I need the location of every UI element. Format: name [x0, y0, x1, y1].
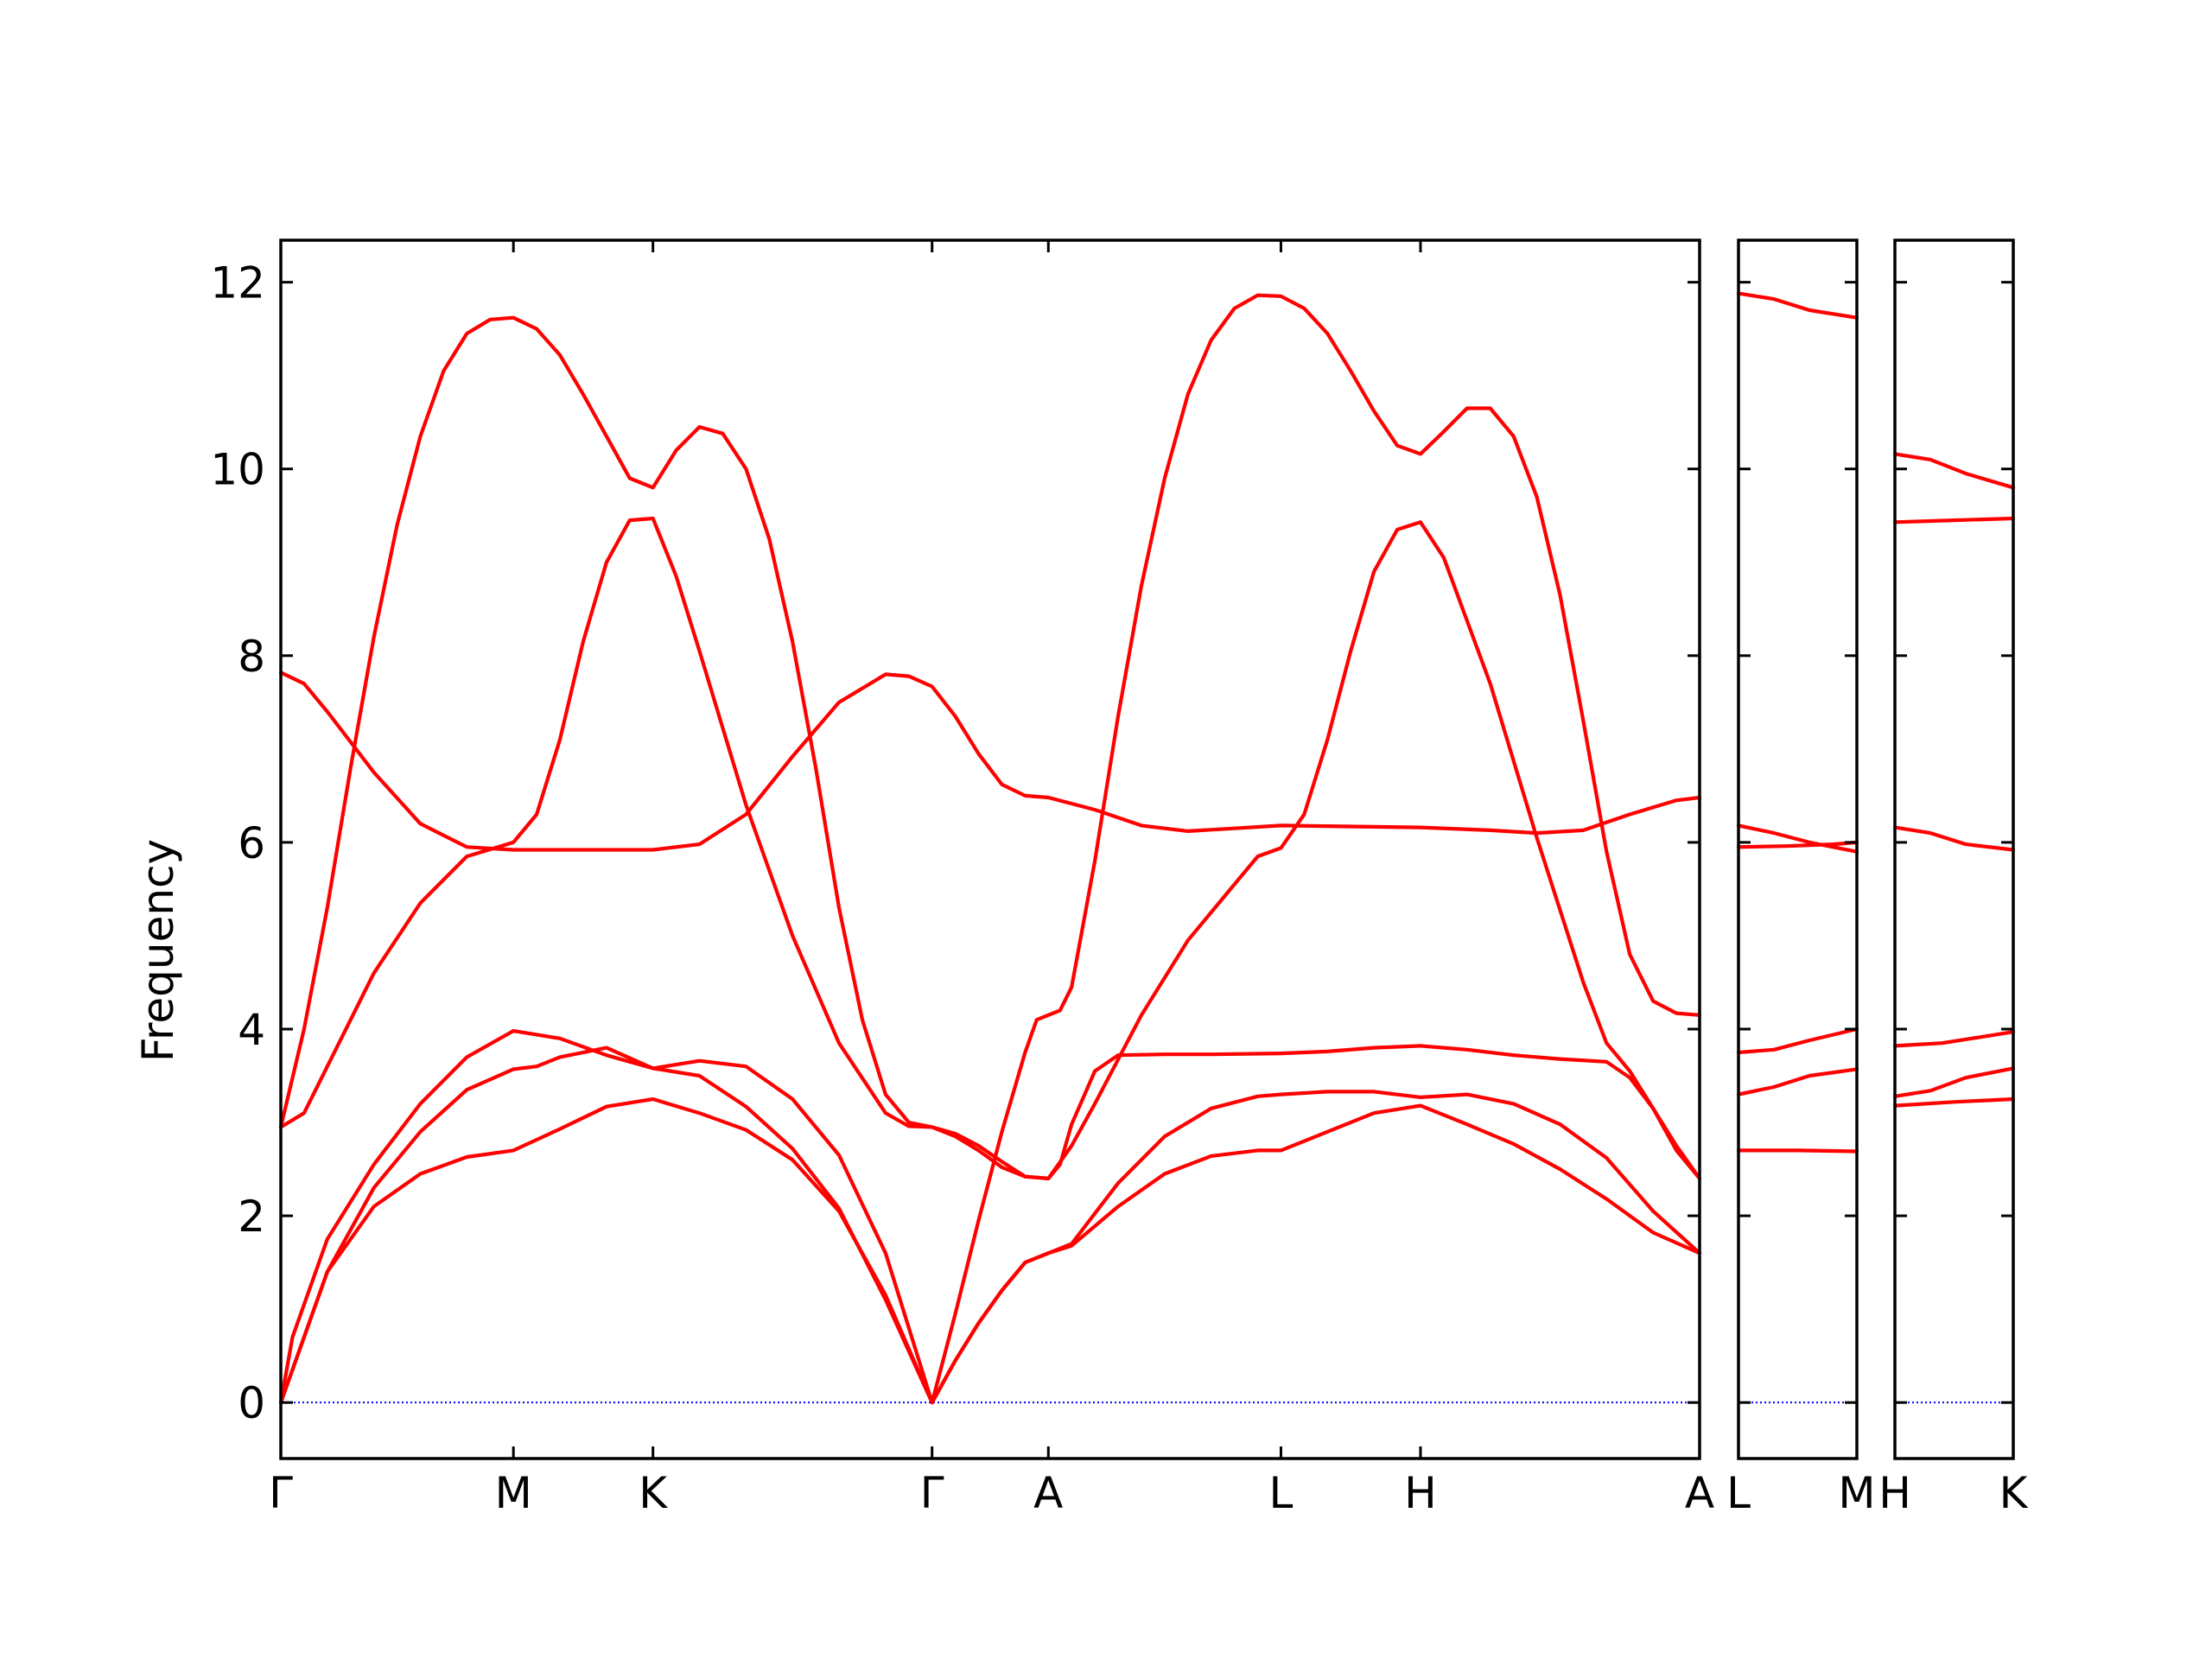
band-6-line	[1892, 452, 2016, 490]
y-tick-label: 4	[238, 1005, 265, 1055]
y-tick-label: 10	[210, 445, 265, 495]
band-4-line	[278, 516, 1702, 1181]
y-tick-label: 8	[238, 632, 265, 682]
band-5-line	[1892, 516, 2016, 524]
band-3-line	[1892, 1030, 2016, 1048]
panel-frame	[1893, 238, 2015, 1460]
x-tick-label: Γ	[269, 1468, 293, 1518]
x-tick-label: H	[1404, 1468, 1437, 1518]
x-tick-label: K	[639, 1468, 668, 1518]
panel-frame	[279, 238, 1701, 1460]
band-3-line	[278, 293, 1702, 1405]
band-4-line	[1736, 840, 1859, 849]
x-tick-label: K	[1999, 1468, 2029, 1518]
x-tick-label: M	[495, 1468, 532, 1518]
y-tick-label: 2	[238, 1192, 265, 1242]
band-2-line	[278, 1046, 1702, 1405]
x-tick-label: L	[1726, 1468, 1751, 1518]
x-tick-label: L	[1269, 1468, 1294, 1518]
x-tick-label: M	[1838, 1468, 1875, 1518]
panel-1: 0 2 4 6 8 10 12 Γ M K Γ A L H A	[210, 238, 1714, 1518]
x-tick-label: H	[1878, 1468, 1911, 1518]
x-tick-label: A	[1033, 1468, 1063, 1518]
y-tick-label: 12	[210, 258, 265, 308]
y-tick-label: 0	[238, 1378, 265, 1428]
band-2-line	[1892, 1066, 2016, 1098]
panel-frame	[1737, 238, 1859, 1460]
band-6-line	[1736, 291, 1859, 320]
band-6-line	[278, 671, 1702, 852]
band-5-line	[1736, 823, 1859, 854]
band-1-line	[278, 1096, 1702, 1405]
band-3-line	[1736, 1027, 1859, 1055]
x-tick-label: Γ	[920, 1468, 944, 1518]
band-1-line	[1892, 1096, 2016, 1108]
y-axis-title: Frequency	[133, 839, 183, 1062]
x-tick-label: A	[1685, 1468, 1714, 1518]
band-2-line	[1736, 1067, 1859, 1096]
band-5-line	[278, 315, 1702, 1181]
band-4-line	[1892, 825, 2016, 852]
band-1-line	[1736, 1148, 1859, 1154]
y-tick-label: 6	[238, 818, 265, 868]
